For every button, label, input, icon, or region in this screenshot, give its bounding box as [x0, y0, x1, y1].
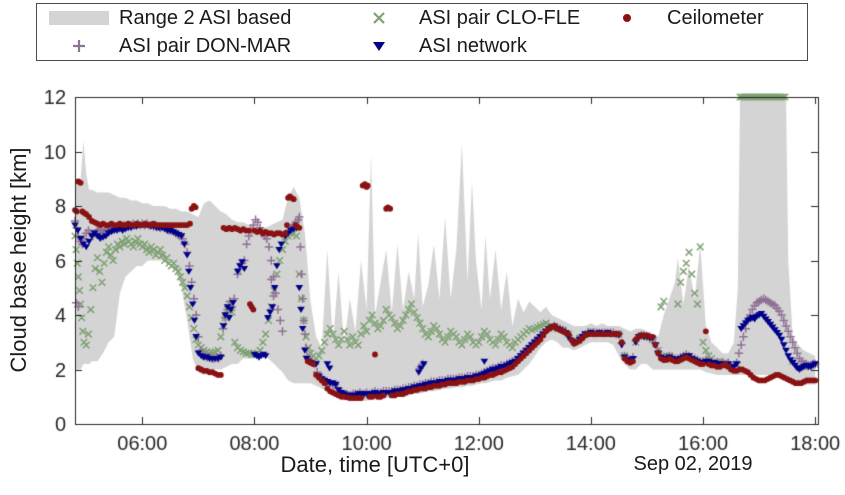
date-annotation: Sep 02, 2019 [633, 453, 753, 475]
legend-label: ASI pair CLO-FLE [419, 7, 581, 29]
circle-marker-icon [595, 8, 659, 28]
legend-item-ceilometer: Ceilometer [595, 8, 807, 28]
legend-item-asi-network: ASI network [347, 36, 595, 56]
triangle-down-marker-icon [347, 36, 411, 56]
plus-marker-icon [47, 36, 111, 56]
legend-label: ASI pair DON-MAR [119, 35, 292, 57]
legend: Range 2 ASI based ASI pair CLO-FLE Ceilo… [36, 3, 808, 61]
x-axis-label: Date, time [UTC+0] [280, 452, 470, 477]
legend-item-don-mar: ASI pair DON-MAR [47, 36, 347, 56]
range-band-swatch [47, 8, 111, 28]
y-axis-label: Cloud base height [km] [6, 147, 31, 373]
legend-item-clo-fle: ASI pair CLO-FLE [347, 8, 595, 28]
legend-label: Ceilometer [667, 7, 764, 29]
legend-label: ASI network [419, 35, 527, 57]
x-marker-icon [347, 8, 411, 28]
legend-label: Range 2 ASI based [119, 7, 292, 29]
legend-item-range2: Range 2 ASI based [47, 8, 347, 28]
